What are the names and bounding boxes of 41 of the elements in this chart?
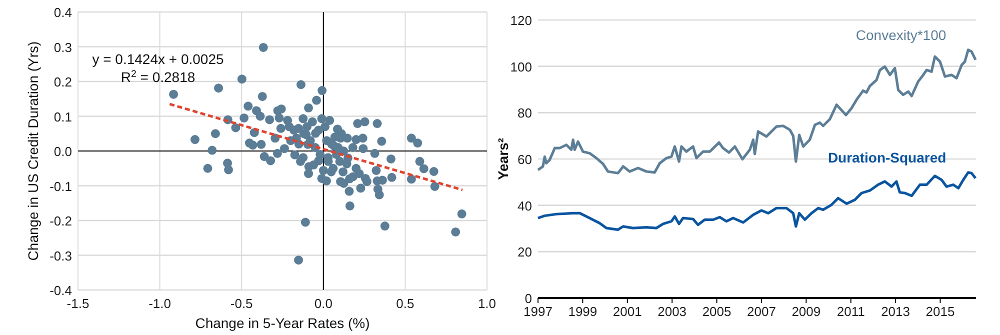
y-tick-label: 60 (518, 152, 532, 167)
y-tick-label: 80 (518, 106, 532, 121)
series-label: Convexity*100 (856, 26, 946, 43)
annotation: R$^{2}$ = 0.2818 (120, 68, 196, 85)
y-tick-label: 20 (518, 244, 532, 260)
y-tick-label: -0.1 (50, 178, 72, 194)
y-tick-label: 0.1 (54, 109, 72, 124)
line-series (536, 171, 977, 231)
x-tick-label: 2001 (612, 304, 642, 319)
y-tick-label: 40 (518, 198, 532, 214)
y-axis-title: Change in US Credit Duration (Yrs) (25, 41, 41, 261)
y-tick-label: -0.3 (50, 248, 72, 264)
y-tick-label: -0.4 (50, 283, 72, 298)
y-tick-label: 0 (524, 291, 532, 306)
y-tick-label: 120 (510, 13, 532, 28)
y-tick-label: 100 (510, 59, 532, 74)
x-tick-label: 0.5 (396, 296, 414, 311)
y-tick-label: 0.3 (54, 40, 72, 55)
x-tick-label: 1997 (524, 304, 552, 319)
x-tick-label: 2011 (836, 304, 865, 319)
y-tick-label: 0.4 (54, 5, 72, 20)
x-tick-label: 1999 (568, 304, 598, 319)
y-axis-title: Years² (495, 138, 511, 180)
x-tick-label: 2005 (702, 304, 732, 319)
x-tick-label: -1.0 (148, 296, 172, 311)
y-tick-label: 0.2 (54, 74, 72, 90)
y-tick-label: 0.0 (54, 144, 72, 159)
series-label: Duration-Squared (828, 149, 946, 166)
x-tick-label: 0.0 (314, 296, 332, 311)
line-series (536, 48, 977, 174)
x-tick-label: -0.5 (230, 296, 253, 311)
x-tick-label: 2003 (658, 304, 687, 319)
x-tick-label: 2015 (926, 304, 955, 319)
y-tick-label: -0.2 (50, 214, 72, 228)
x-tick-label: 2009 (792, 304, 821, 319)
x-tick-label: 1.0 (478, 296, 496, 311)
x-tick-label: -1.5 (66, 296, 90, 311)
x-tick-label: 2013 (881, 304, 910, 319)
x-axis-title: Change in 5-Year Rates (%) (195, 315, 370, 331)
x-tick-label: 2007 (747, 304, 776, 319)
annotation: y = 0.1424x + 0.0025 (92, 51, 224, 67)
